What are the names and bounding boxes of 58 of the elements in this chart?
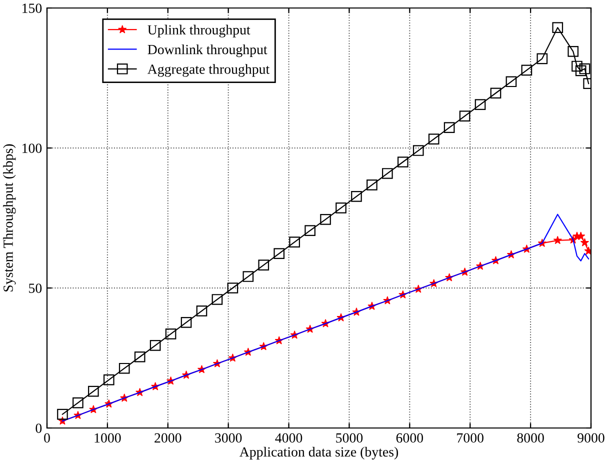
x-tick-label: 1000 <box>94 433 121 443</box>
x-tick-label: 4000 <box>275 433 302 443</box>
point <box>382 168 393 179</box>
point <box>580 238 590 246</box>
point <box>397 156 408 168</box>
legend-label: Uplink throughput <box>148 24 250 38</box>
point <box>579 63 590 74</box>
x-tick-label: 0 <box>44 433 50 443</box>
y-tick-label: 50 <box>29 284 42 293</box>
y-axis-title: System Throughput (kbps) <box>3 144 16 292</box>
point <box>57 408 68 420</box>
x-tick-label: 5000 <box>336 433 363 443</box>
point <box>258 260 270 270</box>
point <box>336 202 346 214</box>
point <box>274 248 285 259</box>
x-axis-title: Application data size (bytes) <box>239 446 398 460</box>
point <box>150 340 161 351</box>
point <box>227 282 238 294</box>
point <box>88 386 99 397</box>
point <box>490 88 502 99</box>
point <box>72 397 84 408</box>
point <box>304 225 316 236</box>
point <box>553 236 562 244</box>
x-tick-label: 6000 <box>396 433 424 443</box>
x-tick-label: 9000 <box>578 433 604 443</box>
point <box>536 53 548 64</box>
point <box>459 110 470 122</box>
point <box>103 374 114 386</box>
point <box>474 99 486 110</box>
point <box>444 122 455 133</box>
point <box>366 180 378 190</box>
x-tick-label: 3000 <box>215 433 242 443</box>
point <box>196 306 208 316</box>
point <box>289 236 300 248</box>
point <box>180 317 192 328</box>
point <box>575 65 586 76</box>
y-tick-label: 100 <box>22 144 42 153</box>
point <box>320 214 331 225</box>
legend-label: Downlink throughput <box>148 44 268 58</box>
point <box>572 60 582 72</box>
point <box>568 46 579 57</box>
point <box>428 134 440 144</box>
point <box>552 22 564 34</box>
legend-label: Aggregate throughput <box>147 64 270 77</box>
y-tick-label: 0 <box>36 424 42 433</box>
point <box>134 351 146 362</box>
point <box>506 76 517 88</box>
x-tick-label: 2000 <box>154 433 182 443</box>
point <box>242 271 254 282</box>
point <box>212 294 223 305</box>
point <box>412 145 424 156</box>
point <box>118 362 130 374</box>
y-tick-label: 150 <box>22 4 42 13</box>
point <box>521 64 532 76</box>
x-tick-label: 7000 <box>457 433 484 443</box>
point <box>351 191 362 202</box>
point <box>165 328 176 340</box>
x-tick-label: 8000 <box>517 433 544 443</box>
